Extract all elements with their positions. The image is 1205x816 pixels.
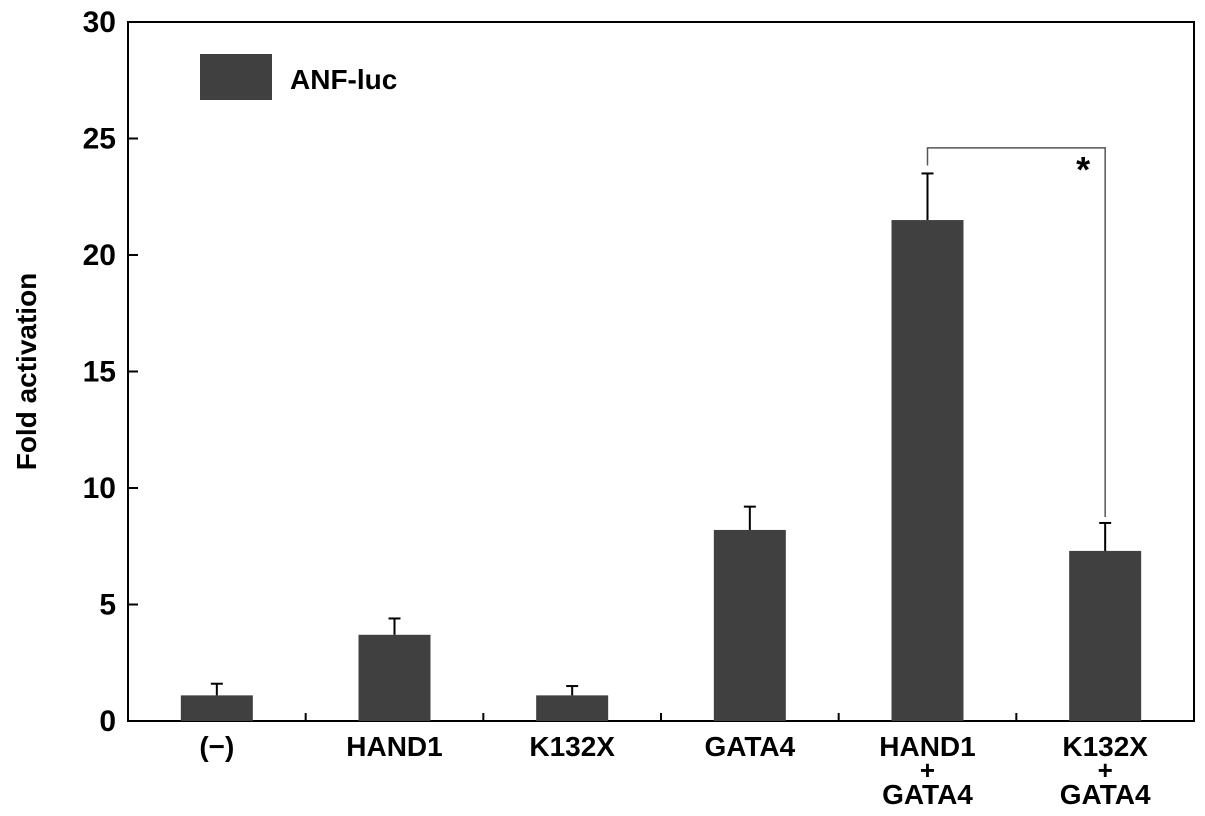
plot-frame (127, 21, 1195, 722)
bars (180, 220, 1142, 722)
x-category-label: GATA4 (882, 779, 973, 810)
y-tick-label: 25 (83, 123, 116, 156)
y-ticks: 0 5 10 15 20 25 30 (83, 6, 138, 738)
bar (1069, 550, 1142, 721)
error-bars (210, 172, 1112, 696)
bar (180, 695, 253, 721)
significance-star: * (1076, 149, 1090, 190)
x-category-label: HAND1 (879, 731, 975, 762)
bar (891, 220, 964, 722)
y-axis-title: Fold activation (11, 273, 42, 471)
x-category-label: K132X (1062, 731, 1148, 762)
x-category-label: HAND1 (346, 731, 442, 762)
x-category-label: GATA4 (704, 731, 795, 762)
x-category-label: + (1098, 755, 1113, 785)
legend: ANF-luc (200, 54, 397, 100)
legend-swatch (200, 54, 272, 100)
bar (358, 634, 431, 721)
x-category-label: K132X (529, 731, 615, 762)
y-tick-label: 5 (99, 589, 116, 622)
bar (713, 529, 786, 721)
y-tick-label: 20 (83, 239, 116, 272)
y-tick-label: 15 (83, 356, 116, 389)
x-category-label: + (920, 755, 935, 785)
legend-label: ANF-luc (290, 64, 397, 95)
x-category-label: (−) (199, 731, 234, 762)
x-category-label: GATA4 (1060, 779, 1151, 810)
significance-line (926, 147, 1106, 517)
bar (536, 695, 609, 721)
axes (127, 21, 1195, 722)
y-tick-label: 0 (99, 705, 116, 738)
y-tick-label: 30 (83, 6, 116, 39)
significance-bracket: * (926, 147, 1106, 517)
y-tick-label: 10 (83, 472, 116, 505)
